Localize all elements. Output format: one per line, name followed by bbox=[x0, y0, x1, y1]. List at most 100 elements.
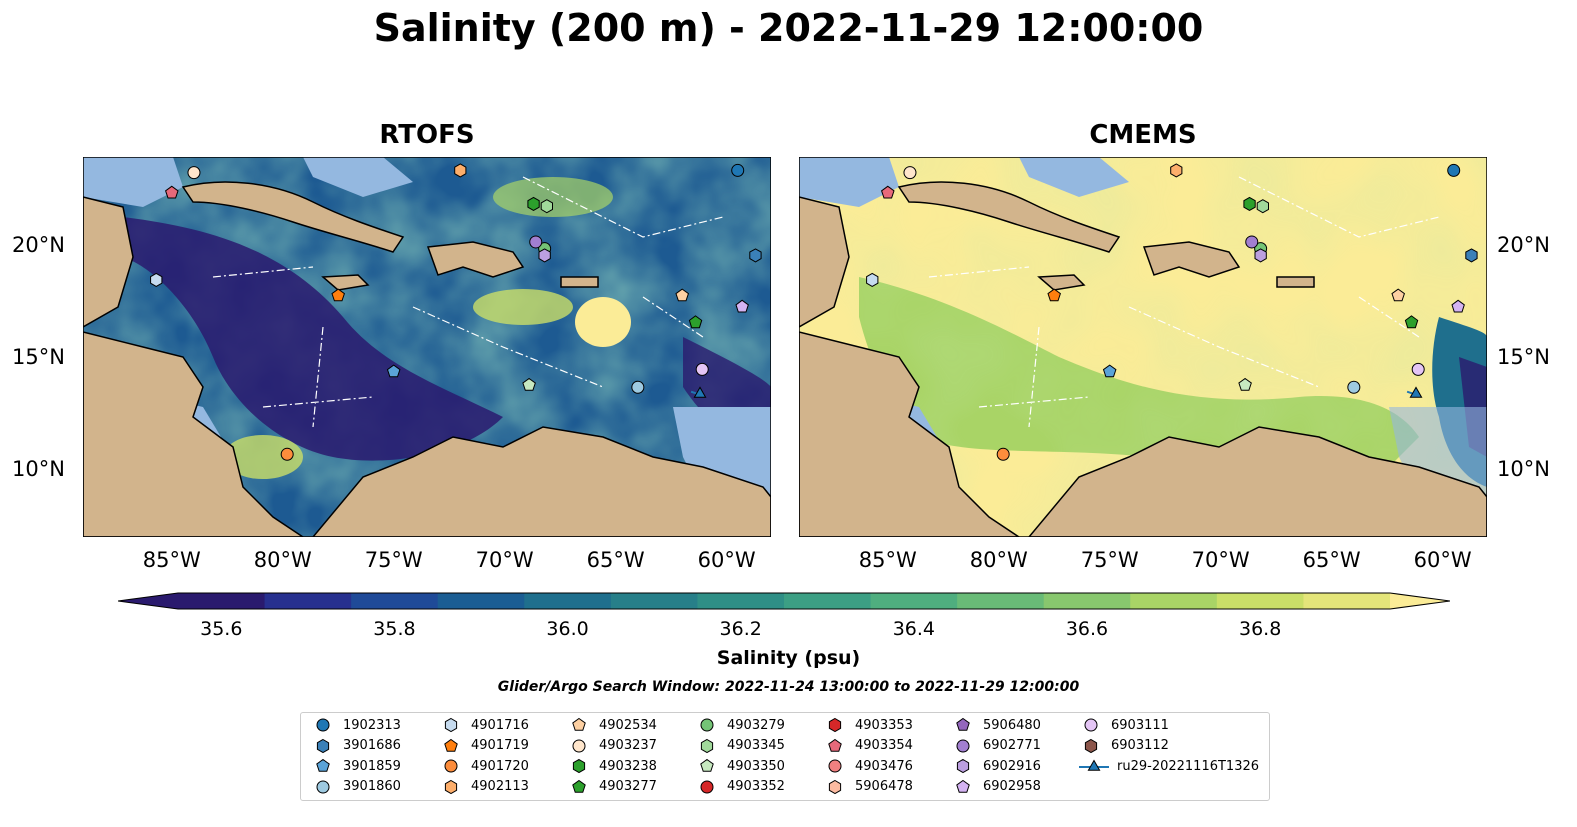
legend-marker-5906478 bbox=[828, 779, 842, 794]
float-marker-6902771 bbox=[1245, 235, 1259, 249]
float-marker-4901716 bbox=[866, 272, 879, 287]
colorbar-segment bbox=[784, 593, 872, 609]
lon-tick-label: 75°W bbox=[364, 548, 423, 572]
map-panel-cmems bbox=[799, 157, 1487, 537]
land-yucatan bbox=[83, 196, 134, 328]
colorbar-extend-max bbox=[1390, 593, 1450, 609]
legend-marker-4903350 bbox=[700, 758, 714, 772]
glider-marker bbox=[693, 386, 707, 398]
float-marker-3901860 bbox=[631, 380, 645, 394]
legend-marker-icon bbox=[572, 779, 586, 793]
search-window-text: Glider/Argo Search Window: 2022-11-24 13… bbox=[497, 679, 1080, 695]
legend-marker-icon bbox=[1084, 718, 1098, 732]
legend-marker-icon bbox=[444, 759, 458, 773]
lon-tick-label: 65°W bbox=[586, 548, 645, 572]
float-marker-4903350 bbox=[522, 377, 536, 391]
legend-entry: 6903112 bbox=[1079, 736, 1169, 756]
legend-entry: 4903352 bbox=[695, 777, 785, 797]
legend-label: 4903350 bbox=[727, 758, 785, 774]
legend-marker-4902113 bbox=[444, 779, 458, 794]
legend-marker-6903112 bbox=[1084, 738, 1098, 753]
colorbar-tick-label: 36.2 bbox=[719, 618, 762, 640]
colorbar-segment bbox=[1043, 593, 1131, 609]
legend-marker-3901860 bbox=[316, 780, 330, 793]
legend-marker-4901720 bbox=[444, 759, 458, 773]
legend-marker-icon bbox=[956, 758, 970, 774]
eez-boundaries bbox=[212, 176, 724, 428]
legend-label: 1902313 bbox=[343, 717, 401, 733]
float-marker-6902771 bbox=[529, 235, 543, 249]
float-marker-4902113 bbox=[454, 163, 467, 178]
float-marker-6903111 bbox=[695, 362, 709, 376]
legend-marker-icon bbox=[828, 717, 842, 733]
legend-marker-icon bbox=[956, 739, 970, 752]
high-salinity-eddy bbox=[575, 297, 631, 347]
colorbar-tick-label: 35.8 bbox=[373, 618, 416, 640]
legend-entry: 6902958 bbox=[951, 777, 1041, 797]
float-marker-4903237 bbox=[903, 166, 917, 180]
legend-entry: 4903237 bbox=[567, 736, 657, 756]
colorbar-segment bbox=[351, 593, 439, 609]
legend-entry: 3901686 bbox=[311, 736, 401, 756]
float-marker-4903354 bbox=[165, 185, 179, 199]
float-marker-4903277 bbox=[1404, 315, 1419, 329]
legend-marker-3901686 bbox=[316, 738, 330, 753]
float-marker-4903354 bbox=[881, 185, 895, 199]
land-jamaica bbox=[321, 274, 370, 291]
legend-marker-icon bbox=[316, 738, 330, 753]
lon-tick-label: 75°W bbox=[1080, 548, 1139, 572]
float-marker-3901686 bbox=[749, 248, 762, 263]
legend-marker-4903277 bbox=[572, 779, 586, 793]
legend-label: 4903277 bbox=[599, 779, 657, 794]
legend-label: 6903111 bbox=[1111, 717, 1169, 733]
float-marker-3901859 bbox=[1102, 364, 1117, 378]
float-marker-4903238 bbox=[1243, 196, 1256, 211]
float-marker-6902958 bbox=[735, 299, 749, 313]
legend-entry: 4901720 bbox=[439, 756, 529, 776]
legend-entry: 4903350 bbox=[695, 756, 785, 776]
legend-entry: 4901716 bbox=[439, 715, 529, 735]
legend-glider-marker bbox=[1087, 759, 1101, 771]
figure-title: Salinity (200 m) - 2022-11-29 12:00:00 bbox=[373, 6, 1204, 50]
legend-marker-6902916 bbox=[956, 758, 970, 774]
float-marker-4903345 bbox=[1256, 199, 1269, 214]
float-marker-1902313 bbox=[731, 163, 745, 177]
legend-marker-6903111 bbox=[1084, 718, 1098, 732]
legend-marker-icon bbox=[700, 718, 714, 732]
colorbar-extend-min bbox=[118, 593, 178, 609]
legend-entry: 6903111 bbox=[1079, 715, 1169, 735]
legend-marker-4903476 bbox=[828, 759, 842, 773]
legend-label: 6903112 bbox=[1111, 738, 1169, 753]
legend-marker-4903353 bbox=[828, 717, 842, 733]
low-salinity-region bbox=[123, 217, 503, 461]
float-marker-4903350 bbox=[1238, 377, 1252, 391]
legend-marker-icon bbox=[700, 780, 714, 793]
land-yucatan bbox=[799, 196, 850, 328]
legend-entry: 4903277 bbox=[567, 777, 657, 797]
float-markers-cmems bbox=[866, 163, 1478, 461]
legend-label: 4903353 bbox=[855, 717, 913, 733]
land-jamaica bbox=[1037, 274, 1086, 291]
lat-tick-label: 15°N bbox=[12, 345, 65, 370]
land-cuba bbox=[181, 181, 405, 253]
legend-entry: 4901719 bbox=[439, 736, 529, 756]
colorbar-tick-label: 36.6 bbox=[1065, 618, 1109, 640]
legend-marker-4903237 bbox=[572, 739, 586, 752]
legend-marker-1902313 bbox=[316, 718, 330, 732]
float-marker-6902916 bbox=[538, 248, 551, 263]
eez-boundaries bbox=[928, 176, 1440, 428]
float-marker-4903238 bbox=[527, 196, 540, 211]
float-markers-rtofs bbox=[150, 163, 762, 461]
lon-tick-label: 60°W bbox=[697, 548, 756, 572]
legend-marker-icon bbox=[444, 717, 458, 733]
legend-entry: 4902113 bbox=[439, 777, 529, 797]
legend-label: 6902916 bbox=[983, 758, 1041, 774]
land-puerto-rico bbox=[560, 276, 599, 288]
float-marker-4902534 bbox=[675, 288, 689, 302]
legend-label: 4903345 bbox=[727, 738, 785, 753]
legend-marker-icon bbox=[1084, 738, 1098, 753]
colorbar-tick-label: 36.8 bbox=[1238, 618, 1282, 640]
land-hispaniola bbox=[426, 241, 525, 278]
shelf-area bbox=[303, 157, 413, 197]
legend-marker-icon bbox=[828, 759, 842, 773]
